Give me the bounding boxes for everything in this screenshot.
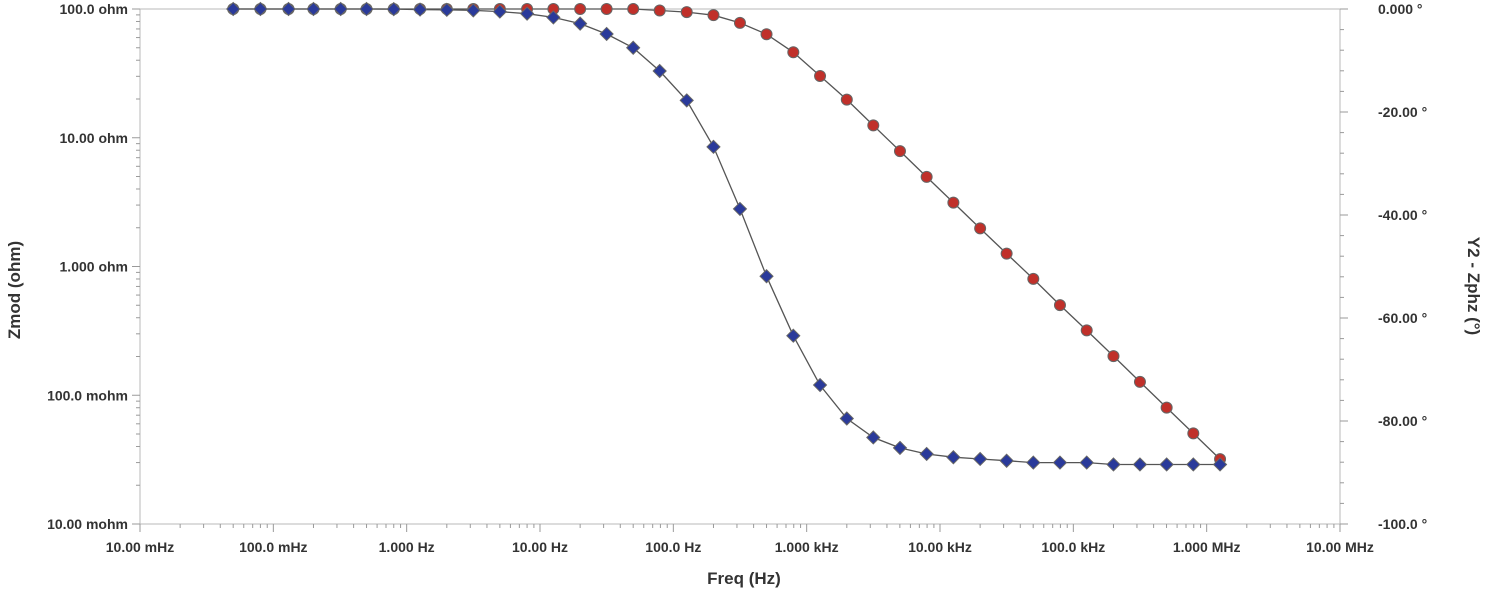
phase-data-point [627,3,640,15]
phase-data-point [947,196,960,209]
modulus-data-point [306,1,321,17]
modulus-data-point [999,453,1014,468]
phase-data-point [1080,324,1093,337]
modulus-data-point [1106,457,1121,472]
x-tick-label: 1.000 Hz [379,539,435,555]
modulus-data-point [412,2,428,17]
modulus-data-point [839,411,855,426]
modulus-data-point [599,26,614,42]
modulus-data-point [386,1,401,17]
modulus-data-point [546,10,561,25]
series-layer [225,1,1228,472]
modulus-data-point [652,63,667,79]
modulus-data-point [281,1,296,17]
x-tick-label: 10.00 Hz [512,539,568,555]
phase-data-point [1000,247,1013,260]
y2-tick-label: -80.00 ° [1378,413,1427,429]
modulus-data-point [359,1,374,17]
modulus-data-point [625,40,641,55]
modulus-series-line [233,8,1220,466]
phase-data-point [1027,272,1040,285]
phase-data-point [1187,427,1200,440]
modulus-data-point [572,16,588,31]
y-axis-left: 100.0 ohm 10.00 ohm 1.000 ohm 100.0 mohm 10.… [47,1,140,532]
x-tick-label: 10.00 mHz [106,539,174,555]
phase-data-point [974,222,987,235]
modulus-data-point [225,1,241,17]
modulus-data-point [759,269,774,284]
y2-tick-label: -60.00 ° [1378,310,1427,326]
modulus-data-point [1186,457,1201,472]
modulus-data-point [866,430,881,445]
phase-data-point [1133,375,1146,388]
modulus-data-point [812,377,828,393]
y2-axis-title: Y2 - Zphz (°) [1464,237,1483,335]
modulus-data-point [732,201,748,217]
phase-data-point [867,119,880,132]
modulus-data-point [466,3,481,18]
y-tick-label: 100.0 ohm [60,1,128,17]
phase-series-line [233,8,1221,460]
modulus-data-point [333,1,348,17]
modulus-data-point [1212,457,1228,472]
modulus-data-point [1026,455,1041,470]
phase-data-point [920,170,933,183]
x-axis: 10.00 mHz 100.0 mHz 1.000 Hz 10.00 Hz 100.0 … [106,524,1374,555]
modulus-data-point [786,328,801,343]
x-tick-label: 100.0 mHz [239,539,307,555]
x-tick-label: 100.0 Hz [645,539,701,555]
x-tick-label: 100.0 kHz [1041,539,1105,555]
modulus-data-point [1132,457,1148,472]
modulus-data-point [519,6,535,21]
modulus-data-point [492,4,508,19]
x-tick-label: 1.000 kHz [775,539,839,555]
phase-data-point [787,46,800,59]
phase-data-point [1107,350,1120,363]
x-tick-label: 10.00 MHz [1306,539,1374,555]
modulus-data-point [1079,455,1094,470]
modulus-data-point [253,1,268,17]
modulus-data-point [1052,455,1068,470]
modulus-data-point [919,446,934,462]
modulus-data-point [946,450,961,465]
y2-tick-label: 0.000 ° [1378,1,1423,17]
plot-area [139,8,1341,525]
phase-data-point [707,9,720,22]
modulus-data-point [706,139,721,155]
x-tick-label: 1.000 MHz [1173,539,1241,555]
modulus-data-point [679,93,694,108]
phase-data-point [600,3,613,15]
phase-data-point [680,6,693,19]
phase-data-point [1053,299,1066,312]
x-axis-title: Freq (Hz) [707,569,781,588]
modulus-data-point [972,451,988,467]
modulus-data-point [1159,457,1174,472]
phase-data-point [814,69,827,82]
modulus-data-point [892,440,908,456]
modulus-data-point [439,2,455,18]
phase-data-point [893,145,906,158]
x-tick-label: 10.00 kHz [908,539,972,555]
y-tick-label: 100.0 mohm [47,387,128,403]
y-axis-right: 0.000 ° -20.00 ° -40.00 ° -60.00 ° -80.00 ° -… [1340,1,1427,532]
phase-data-point [760,28,773,41]
phase-data-point [574,3,587,15]
phase-data-point [653,4,666,17]
y2-tick-label: -100.0 ° [1378,516,1427,532]
phase-data-point [1160,401,1173,414]
y-tick-label: 10.00 ohm [60,130,128,146]
y2-tick-label: -40.00 ° [1378,207,1427,223]
phase-data-point [733,16,746,29]
y-axis-title: Zmod (ohm) [5,241,24,339]
phase-data-point [840,93,853,106]
y2-tick-label: -20.00 ° [1378,104,1427,120]
y-tick-label: 10.00 mohm [47,516,128,532]
y-tick-label: 1.000 ohm [60,259,128,275]
